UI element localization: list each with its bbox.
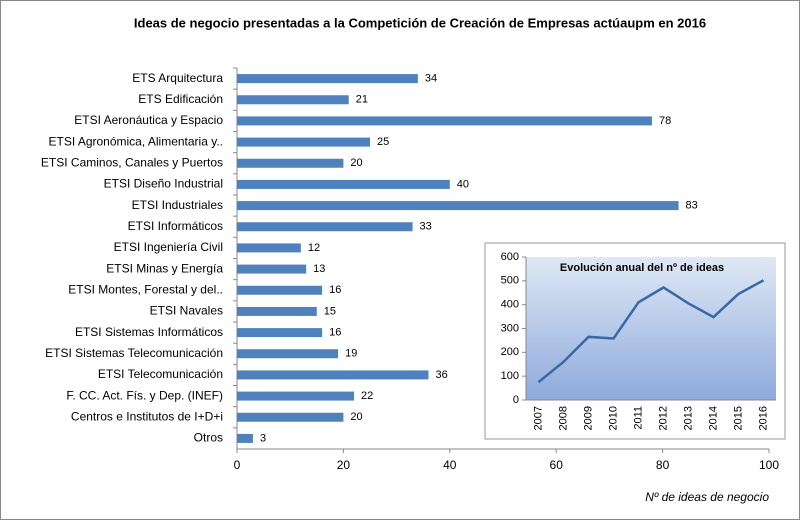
- y-tick-label: 0: [513, 394, 519, 406]
- bar: [237, 433, 253, 443]
- bar: [237, 264, 307, 274]
- value-label: 33: [420, 221, 432, 233]
- bar: [237, 370, 429, 380]
- x-tick-label: 2010: [607, 406, 619, 430]
- x-tick-label: 80: [656, 458, 670, 472]
- y-tick-label: Otros: [194, 431, 223, 445]
- bar: [237, 328, 323, 338]
- y-tick-label: ETSI Montes, Forestal y del..: [68, 282, 223, 296]
- value-label: 34: [425, 72, 437, 84]
- y-tick-label: ETSI Agronómica, Alimentaria y..: [48, 134, 223, 148]
- value-label: 13: [313, 263, 325, 275]
- x-tick-label: 2012: [657, 406, 669, 430]
- x-tick-label: 2016: [757, 406, 769, 430]
- value-label: 16: [329, 284, 341, 296]
- bar: [237, 412, 344, 422]
- bar: [237, 285, 323, 295]
- y-tick-label: ETS Arquitectura: [132, 71, 223, 85]
- x-tick-label: 20: [337, 458, 351, 472]
- y-tick-label: ETSI Sistemas Informáticos: [75, 325, 223, 339]
- value-label: 20: [350, 411, 362, 423]
- value-label: 22: [361, 390, 373, 402]
- x-tick-label: 2007: [532, 406, 544, 430]
- y-tick-label: Centros e Institutos de I+D+i: [71, 409, 223, 423]
- inset-title: Evolución anual del nº de ideas: [560, 262, 724, 274]
- bar: [237, 95, 349, 105]
- value-label: 40: [457, 178, 469, 190]
- value-label: 25: [377, 136, 389, 148]
- y-tick-label: 200: [501, 346, 519, 358]
- bar: [237, 179, 450, 189]
- bar: [237, 222, 413, 232]
- x-tick-label: 0: [234, 458, 241, 472]
- x-tick-label: 40: [443, 458, 457, 472]
- value-label: 21: [356, 94, 368, 106]
- bar: [237, 116, 652, 126]
- inset-plot-area: [526, 257, 776, 400]
- x-tick-label: 100: [759, 458, 779, 472]
- y-tick-label: 600: [501, 251, 519, 263]
- value-label: 15: [324, 305, 336, 317]
- y-tick-label: ETSI Sistemas Telecomunicación: [45, 346, 223, 360]
- chart-title: Ideas de negocio presentadas a la Compet…: [134, 15, 706, 30]
- x-tick-label: 2008: [557, 406, 569, 430]
- y-tick-label: 500: [501, 275, 519, 287]
- x-tick-label: 2014: [707, 406, 719, 430]
- line-series: [537, 279, 765, 384]
- bar: [237, 349, 339, 359]
- y-tick-label: ETSI Ingeniería Civil: [114, 240, 223, 254]
- x-tick-label: 2013: [682, 406, 694, 430]
- y-tick-label: ETSI Telecomunicación: [98, 367, 223, 381]
- y-tick-label: F. CC. Act. Fís. y Dep. (INEF): [66, 388, 223, 402]
- value-label: 83: [686, 199, 698, 211]
- y-tick-label: ETSI Aeronáutica y Espacio: [74, 113, 223, 127]
- bar: [237, 243, 301, 253]
- value-label: 36: [436, 369, 448, 381]
- y-tick-label: ETSI Diseño Industrial: [104, 177, 223, 191]
- y-tick-label: 400: [501, 299, 519, 311]
- x-tick-label: 2015: [732, 406, 744, 430]
- value-label: 78: [659, 115, 671, 127]
- value-label: 20: [350, 157, 362, 169]
- y-tick-label: 300: [501, 322, 519, 334]
- value-label: 19: [345, 348, 357, 360]
- bar: [237, 158, 344, 168]
- y-tick-label: ETSI Industriales: [132, 198, 223, 212]
- x-tick-label: 2009: [582, 406, 594, 430]
- y-tick-label: ETSI Navales: [150, 304, 223, 318]
- bar: [237, 391, 355, 401]
- y-tick-label: ETS Edificación: [138, 92, 223, 106]
- x-tick-label: 60: [550, 458, 564, 472]
- y-tick-label: ETSI Informáticos: [128, 219, 223, 233]
- value-label: 3: [260, 432, 266, 444]
- y-tick-label: ETSI Minas y Energía: [106, 261, 223, 275]
- bar: [237, 74, 418, 84]
- bar: [237, 137, 370, 147]
- value-label: 12: [308, 242, 320, 254]
- x-tick-label: 2011: [632, 406, 644, 430]
- value-label: 16: [329, 326, 341, 338]
- bar: [237, 306, 317, 316]
- bar: [237, 201, 679, 211]
- y-tick-label: 100: [501, 370, 519, 382]
- x-axis-label: Nº de ideas de negocio: [645, 490, 769, 504]
- y-tick-label: ETSI Caminos, Canales y Puertos: [41, 155, 223, 169]
